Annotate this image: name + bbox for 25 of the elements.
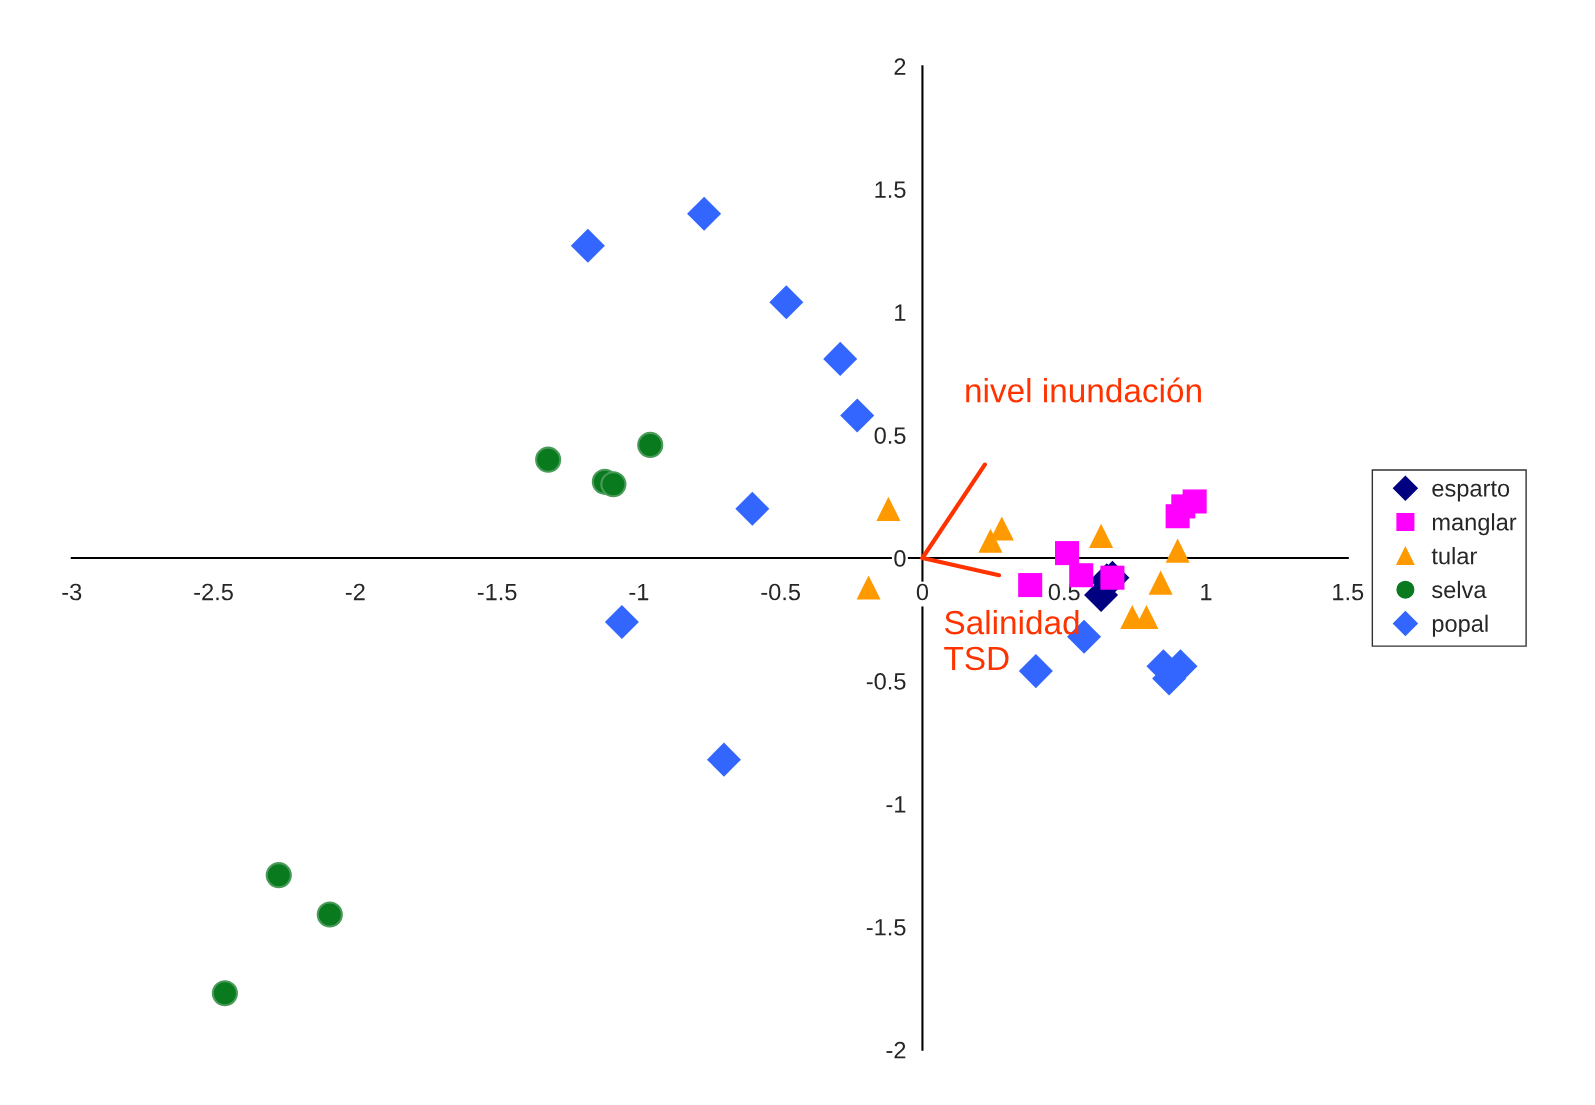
series-label: nivel inundación <box>966 377 1201 403</box>
y-tick-label: -2 <box>886 1041 906 1059</box>
x-tick-label: -3 <box>62 583 82 601</box>
x-tick-label: -2 <box>345 583 365 601</box>
series-label: Salinidad TSD <box>944 609 1079 671</box>
y-tick-label: 1 <box>895 304 906 321</box>
y-tick-label: 0 <box>894 550 906 567</box>
y-tick-label: -1.5 <box>866 919 906 936</box>
y-tick-label: 0.5 <box>874 427 906 444</box>
x-tick-label: -1 <box>629 583 649 601</box>
legend-label: esparto <box>1432 481 1510 502</box>
y-tick-label: 1.5 <box>875 181 906 199</box>
legend-label: manglar <box>1432 513 1517 536</box>
x-tick-label: -2.5 <box>194 583 233 601</box>
x-tick-label: -1.5 <box>477 583 517 601</box>
y-tick-label: 2 <box>894 58 906 75</box>
y-tick-label: -1 <box>886 796 906 813</box>
legend-label: selva <box>1432 580 1487 599</box>
x-tick-label: -0.5 <box>761 583 801 601</box>
x-tick-label: 0 <box>916 583 929 601</box>
y-tick-label: -0.5 <box>866 673 906 690</box>
x-tick-label: 1 <box>1201 583 1212 601</box>
x-tick-label: 1.5 <box>1333 583 1364 601</box>
legend-label: tular <box>1431 547 1477 565</box>
legend-label: popal <box>1432 614 1488 637</box>
